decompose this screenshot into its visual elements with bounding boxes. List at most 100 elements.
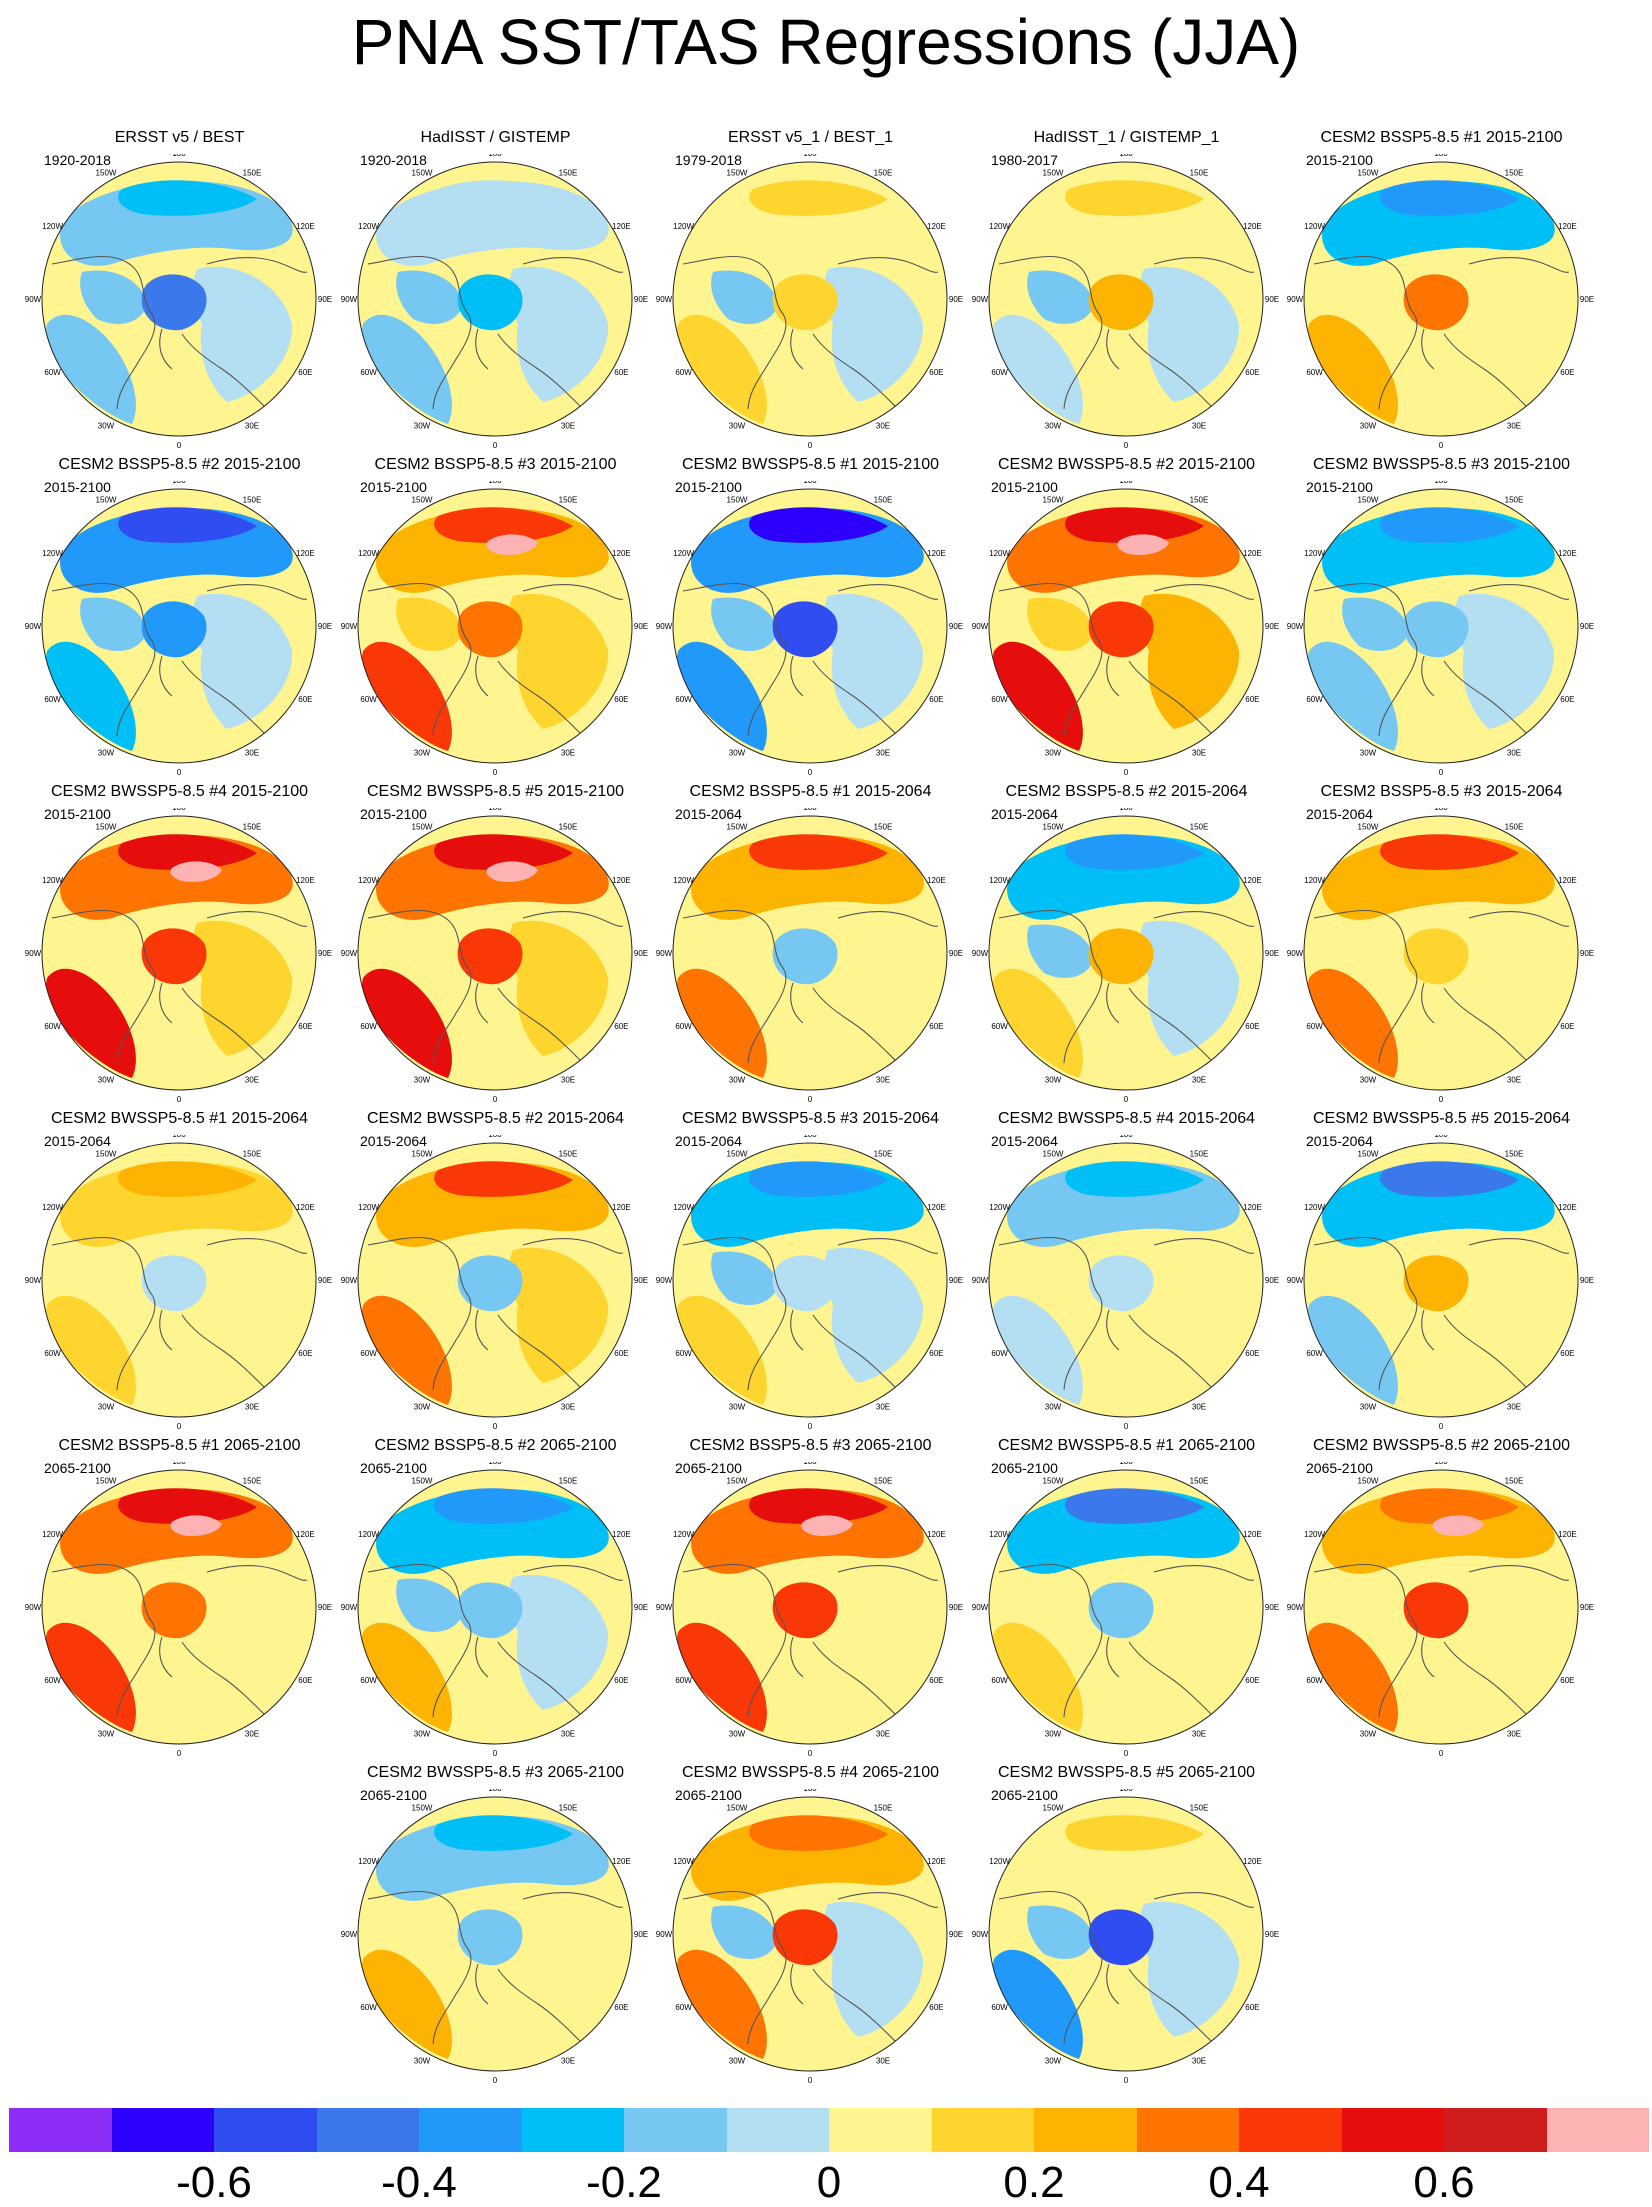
coastline bbox=[682, 1890, 787, 2045]
coastline bbox=[159, 1636, 173, 1678]
longitude-label: 30W bbox=[414, 748, 431, 757]
arctic-anomaly bbox=[772, 1255, 838, 1312]
coastline bbox=[206, 1565, 308, 1581]
longitude-label: 90W bbox=[25, 1603, 42, 1612]
longitude-label: 150W bbox=[96, 1150, 117, 1159]
map-field bbox=[1304, 162, 1578, 436]
longitude-label: 150E bbox=[1505, 169, 1524, 178]
longitude-label: 60W bbox=[675, 368, 692, 377]
longitude-label: 150E bbox=[559, 823, 578, 832]
map-field bbox=[1304, 816, 1578, 1090]
panel-period: 2065-2100 bbox=[1306, 1460, 1373, 1476]
eurasia-anomaly bbox=[192, 1574, 293, 1710]
longitude-label: 0 bbox=[808, 2076, 813, 2085]
longitude-label: 90W bbox=[972, 949, 989, 958]
colorbar-swatch bbox=[214, 2108, 317, 2152]
longitude-label: 30E bbox=[1507, 1402, 1521, 1411]
longitude-label: 90E bbox=[1265, 1276, 1279, 1285]
extreme-anomaly bbox=[801, 1515, 853, 1536]
longitude-label: 90W bbox=[972, 1276, 989, 1285]
colorbar-tick-label: 0.6 bbox=[1413, 2158, 1475, 2207]
map-panel: CESM2 BSSP5-8.5 #2 2015-21002015-2100180… bbox=[22, 455, 337, 785]
longitude-label: 60E bbox=[1560, 695, 1574, 704]
longitude-label: 60E bbox=[298, 1349, 312, 1358]
longitude-label: 30E bbox=[245, 1402, 259, 1411]
longitude-label: 120W bbox=[358, 1530, 379, 1539]
panel-title: CESM2 BWSSP5-8.5 #2 2015-2064 bbox=[366, 1110, 625, 1127]
longitude-label: 30W bbox=[98, 1729, 115, 1738]
north-america-anomaly bbox=[1027, 1578, 1094, 1632]
atlantic-anomaly bbox=[1307, 1622, 1398, 1732]
coastline bbox=[998, 255, 1103, 410]
longitude-label: 90W bbox=[341, 1930, 358, 1939]
longitude-label: 180 bbox=[1434, 808, 1448, 812]
longitude-label: 0 bbox=[177, 768, 182, 777]
arctic-anomaly bbox=[1403, 601, 1469, 658]
longitude-label: 150E bbox=[559, 169, 578, 178]
panel-title: CESM2 BSSP5-8.5 #2 2015-2100 bbox=[58, 456, 301, 473]
longitude-label: 150E bbox=[1190, 1150, 1209, 1159]
longitude-label: 120E bbox=[612, 876, 631, 885]
coastline bbox=[1128, 1641, 1215, 1718]
map-panel: ERSST v5_1 / BEST_1 1979-2018 180 150E 120E 9… bbox=[653, 128, 968, 458]
polar-map: 180 150E 120E 90E 60E 30E 0 30W 60W 90W 120W 150W bbox=[25, 154, 332, 450]
coastline bbox=[1153, 257, 1255, 273]
coastline bbox=[1421, 1636, 1435, 1678]
coastline bbox=[1106, 655, 1120, 697]
coastline bbox=[51, 909, 156, 1064]
atlantic-anomaly bbox=[992, 1949, 1083, 2059]
panel-period: 2065-2100 bbox=[44, 1460, 111, 1476]
longitude-label: 30W bbox=[414, 421, 431, 430]
map-border bbox=[672, 488, 948, 764]
longitude-label: 30W bbox=[1360, 421, 1377, 430]
map-panel: CESM2 BWSSP5-8.5 #2 2015-21002015-210018… bbox=[969, 455, 1284, 785]
map-border bbox=[357, 161, 633, 437]
panel-period: 2015-2064 bbox=[675, 806, 742, 822]
panel-title: HadISST_1 / GISTEMP_1 bbox=[1033, 129, 1220, 146]
panel-period: 2015-2064 bbox=[1306, 1133, 1373, 1149]
polar-map: 180 150E 120E 90E 60E 30E 0 30W 60W 90W 120W 150W bbox=[1287, 481, 1594, 777]
colorbar-tick-label: 0 bbox=[816, 2158, 842, 2207]
longitude-label: 90E bbox=[1265, 1930, 1279, 1939]
longitude-label: 30W bbox=[729, 748, 746, 757]
coastline bbox=[475, 328, 489, 370]
arctic-anomaly bbox=[141, 928, 207, 985]
north-america-anomaly bbox=[711, 270, 778, 324]
eurasia-anomaly bbox=[508, 1574, 609, 1710]
map-border bbox=[357, 488, 633, 764]
longitude-label: 0 bbox=[1124, 441, 1129, 450]
arctic-anomaly bbox=[457, 1255, 523, 1312]
map-border bbox=[41, 1469, 317, 1745]
coastline bbox=[812, 987, 899, 1064]
coastline bbox=[159, 1309, 173, 1351]
longitude-label: 60E bbox=[1245, 1022, 1259, 1031]
longitude-label: 90W bbox=[25, 1276, 42, 1285]
map-border bbox=[41, 488, 317, 764]
coastline bbox=[682, 909, 787, 1064]
longitude-label: 30W bbox=[1045, 1729, 1062, 1738]
longitude-label: 60W bbox=[675, 2003, 692, 2012]
map-border bbox=[988, 1796, 1264, 2072]
longitude-label: 120E bbox=[612, 1530, 631, 1539]
arctic-anomaly bbox=[141, 1582, 207, 1639]
longitude-label: 150W bbox=[1358, 1477, 1379, 1486]
longitude-label: 60E bbox=[614, 1349, 628, 1358]
panel-title: CESM2 BWSSP5-8.5 #1 2015-2064 bbox=[50, 1110, 309, 1127]
map-field bbox=[358, 1797, 632, 2071]
north-america-anomaly bbox=[396, 1578, 463, 1632]
longitude-label: 0 bbox=[808, 1422, 813, 1431]
eurasia-anomaly bbox=[192, 920, 293, 1056]
longitude-label: 150E bbox=[559, 1477, 578, 1486]
longitude-label: 0 bbox=[1439, 1422, 1444, 1431]
map-panel: CESM2 BWSSP5-8.5 #3 2015-20642015-206418… bbox=[653, 1109, 968, 1439]
coastline bbox=[206, 584, 308, 600]
polar-map: 180 150E 120E 90E 60E 30E 0 30W 60W 90W 120W 150W bbox=[341, 154, 648, 450]
coastline bbox=[206, 1238, 308, 1254]
longitude-label: 90E bbox=[634, 949, 648, 958]
eurasia-anomaly bbox=[508, 266, 609, 402]
atlantic-anomaly bbox=[45, 314, 136, 424]
panel-title: CESM2 BWSSP5-8.5 #2 2015-2100 bbox=[997, 456, 1256, 473]
longitude-label: 30E bbox=[876, 1402, 890, 1411]
longitude-label: 90E bbox=[1580, 1276, 1594, 1285]
longitude-label: 90W bbox=[656, 1930, 673, 1939]
